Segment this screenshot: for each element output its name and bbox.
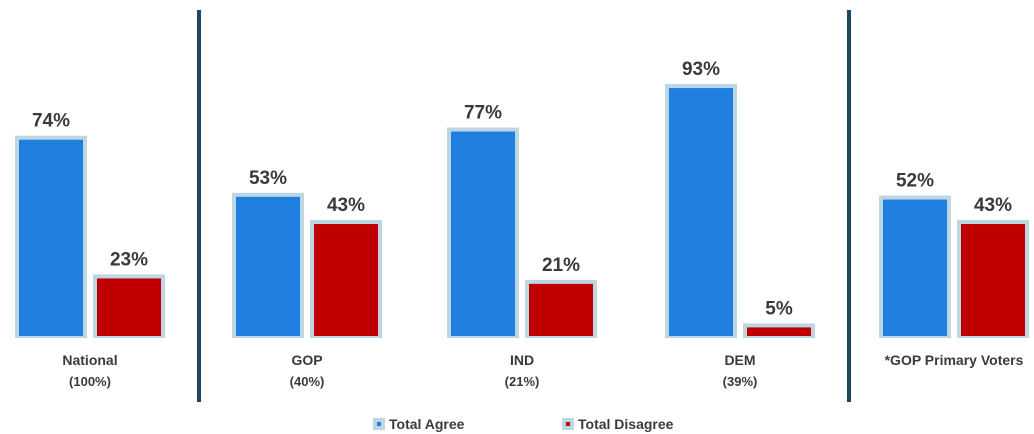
bar-value-label: 21% — [542, 255, 580, 276]
legend-label-disagree: Total Disagree — [578, 416, 674, 432]
legend-label-agree: Total Agree — [389, 416, 465, 432]
category-share-label: (100%) — [69, 374, 111, 389]
bar-total-disagree — [961, 224, 1025, 336]
legend-swatch-disagree — [562, 418, 574, 430]
group-divider — [847, 10, 851, 402]
bar-value-label: 74% — [32, 111, 70, 132]
bar-total-agree — [236, 196, 300, 336]
bar-value-label: 52% — [896, 171, 934, 192]
bar-total-disagree — [314, 224, 378, 336]
bar-value-label: 43% — [974, 195, 1012, 216]
bar-value-label: 77% — [464, 103, 502, 124]
bar-value-label: 43% — [327, 195, 365, 216]
legend-swatch-agree — [373, 418, 385, 430]
bar-value-label: 53% — [249, 168, 287, 189]
bar-total-disagree — [747, 327, 811, 336]
legend-item-agree: Total Agree — [373, 416, 464, 432]
bar-total-agree — [451, 131, 515, 336]
bar-total-disagree — [97, 278, 161, 336]
category-label: National — [62, 352, 117, 368]
category-share-label: (21%) — [505, 374, 540, 389]
bar-total-agree — [669, 88, 733, 336]
bar-value-label: 5% — [765, 298, 793, 319]
category-label: IND — [510, 352, 534, 368]
legend-item-disagree: Total Disagree — [562, 416, 673, 432]
bar-value-label: 93% — [682, 59, 720, 80]
bar-value-label: 23% — [110, 249, 148, 270]
category-label: *GOP Primary Voters — [885, 352, 1024, 368]
bar-total-agree — [19, 139, 83, 336]
category-label: DEM — [724, 352, 755, 368]
bar-total-agree — [883, 199, 947, 336]
category-share-label: (40%) — [290, 374, 325, 389]
category-label: GOP — [291, 352, 322, 368]
group-divider — [197, 10, 201, 402]
category-share-label: (39%) — [723, 374, 758, 389]
bar-total-disagree — [529, 283, 593, 336]
